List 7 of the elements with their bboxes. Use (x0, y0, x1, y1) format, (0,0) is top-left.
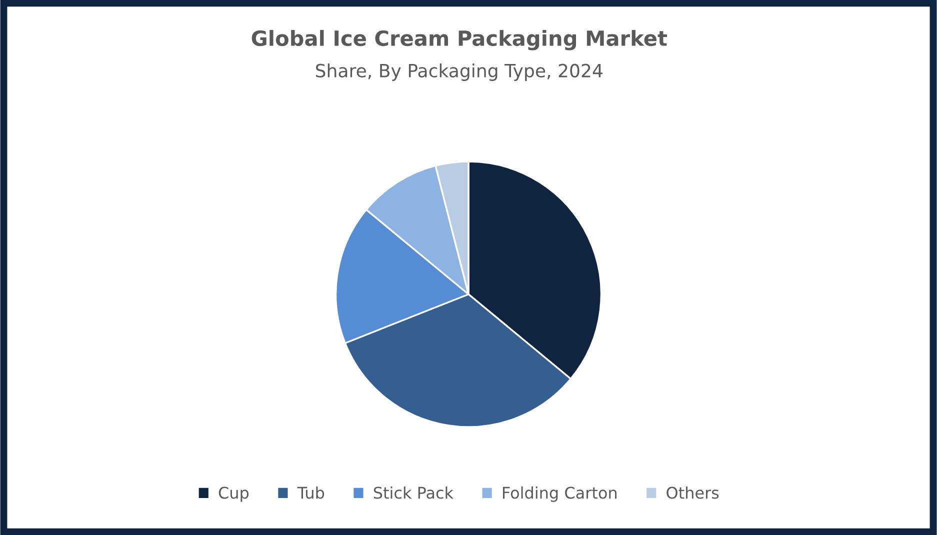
chart-title: Global Ice Cream Packaging Market (252, 30, 667, 50)
legend-label: Others (666, 486, 719, 499)
legend-label: Tub (297, 486, 324, 499)
chart-subtitle: Share, By Packaging Type, 2024 (316, 63, 602, 81)
legend-label: Cup (218, 486, 249, 502)
legend-label: Folding Carton (503, 486, 616, 502)
legend-label: Stick Pack (374, 486, 454, 499)
